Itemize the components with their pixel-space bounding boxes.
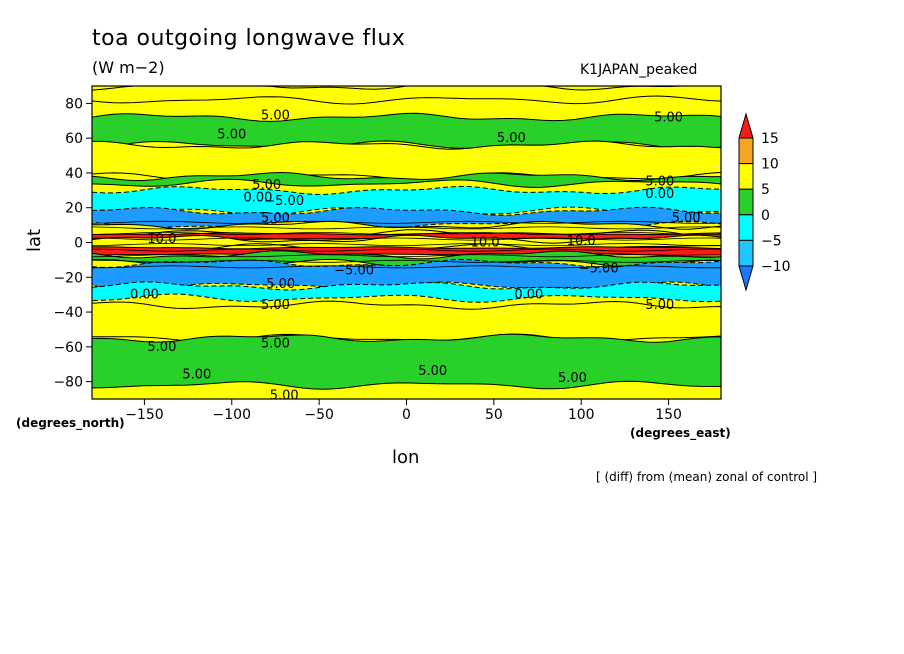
contour-line (91, 237, 722, 241)
contour-label: 5.00 (418, 364, 447, 379)
colorbar-segment (738, 163, 754, 190)
colorbar-extend-max (738, 112, 754, 139)
footnote: [ (diff) from (mean) zonal of control ] (596, 470, 818, 484)
colorbar-tick-label: 0 (761, 208, 770, 224)
contour-label: 5.00 (558, 371, 587, 386)
x-tick-label: 0 (402, 407, 411, 423)
contour-label: 5.00 (654, 110, 683, 125)
colorbar-extend-min (738, 265, 754, 292)
y-tick-label: 20 (65, 201, 83, 217)
contour-line (91, 243, 722, 246)
contour-label: 10.0 (147, 232, 176, 247)
contour-label: 5.00 (147, 340, 176, 355)
contour-line (91, 220, 722, 224)
contour-line (91, 231, 722, 235)
contour-label: 0.00 (645, 187, 674, 202)
contour-label: −5.00 (264, 194, 304, 209)
x-tick-label: −150 (125, 407, 163, 423)
colorbar-segment (738, 137, 754, 165)
colorbar-segment (738, 239, 754, 267)
colorbar-tick-label: −5 (761, 233, 782, 249)
contour-label: 5.00 (261, 298, 290, 313)
contour-label: 5.00 (270, 389, 299, 404)
contour-band (91, 281, 722, 303)
x-tick-label: 50 (485, 407, 503, 423)
y-tick-label: 80 (65, 96, 83, 112)
x-tick-label: −50 (304, 407, 334, 423)
y-tick-label: −80 (53, 375, 83, 391)
contour-label: −5.00 (334, 263, 374, 278)
contour-label: 5.00 (261, 336, 290, 351)
run-label: K1JAPAN_peaked (580, 62, 698, 78)
contour-label: 5.00 (217, 128, 246, 143)
x-tick-label: 100 (568, 407, 595, 423)
y-tick-label: −20 (53, 270, 83, 286)
y-tick-label: −40 (53, 305, 83, 321)
chart-units: (W m−2) (92, 58, 165, 77)
colorbar-tick-label: −10 (761, 259, 791, 275)
y-tick-label: 40 (65, 166, 83, 182)
colorbar-segment (738, 214, 754, 241)
x-axis-units: (degrees_east) (630, 426, 731, 440)
chart-title: toa outgoing longwave flux (92, 26, 406, 51)
contour-line (91, 265, 722, 269)
contour-line (91, 259, 722, 263)
contour-label: −5.00 (579, 262, 619, 277)
contour-line (91, 226, 722, 230)
contour-band (91, 140, 722, 181)
y-tick-label: 60 (65, 131, 83, 147)
y-axis-units: (degrees_north) (16, 416, 125, 430)
x-tick-label: 150 (655, 407, 682, 423)
x-axis-label: lon (392, 447, 420, 468)
contour-label: 5.00 (497, 131, 526, 146)
contour-label: 5.00 (182, 368, 211, 383)
contour-line (91, 248, 722, 252)
colorbar-tick-label: 10 (761, 157, 779, 173)
contour-line (91, 254, 722, 258)
contour-label: 5.00 (672, 211, 701, 226)
colorbar-tick-label: 5 (761, 182, 770, 198)
contour-band (91, 185, 722, 216)
contour-label: 0.00 (130, 288, 159, 303)
x-tick-label: −100 (213, 407, 251, 423)
contour-label: 5.00 (261, 109, 290, 124)
colorbar-segment (738, 188, 754, 216)
contour-label: 5.00 (261, 211, 290, 226)
contour-label: 10.0 (567, 234, 596, 249)
contour-label: 5.00 (252, 178, 281, 193)
contour-label: 0.00 (514, 288, 543, 303)
colorbar-tick-label: 15 (761, 131, 779, 147)
contour-label: 0.00 (244, 190, 273, 205)
contour-label: 10.0 (471, 236, 500, 251)
contour-label: 5.00 (645, 175, 674, 190)
contour-label: 5.00 (266, 277, 295, 292)
contour-label: 5.00 (645, 298, 674, 313)
y-tick-label: −60 (53, 340, 83, 356)
y-tick-label: 0 (74, 236, 83, 252)
